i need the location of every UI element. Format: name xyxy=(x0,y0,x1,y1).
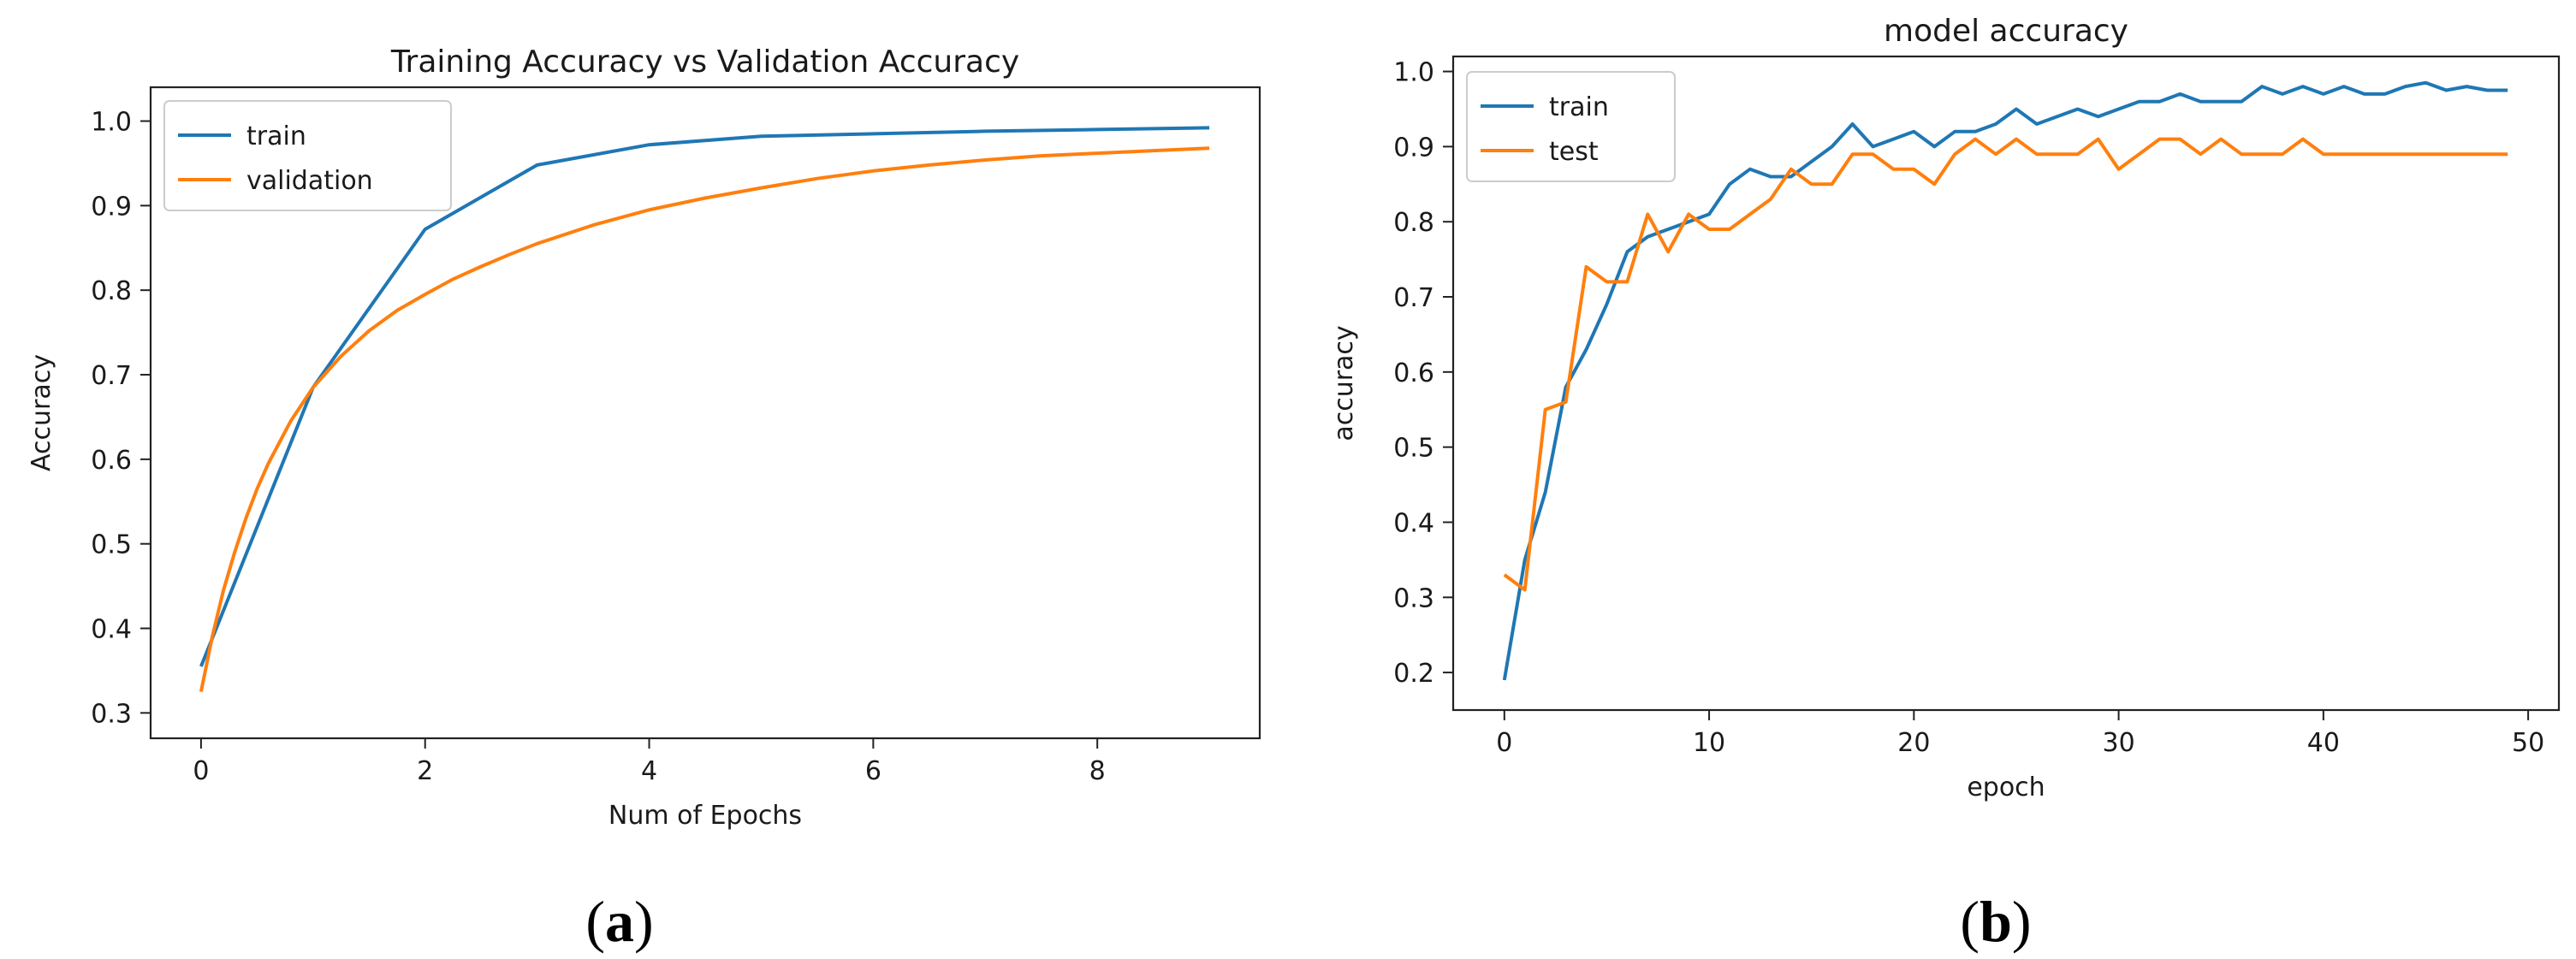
y-tick-label: 0.9 xyxy=(1393,133,1434,163)
y-axis-label: Accuracy xyxy=(27,354,56,471)
x-axis-label: epoch xyxy=(1967,773,2045,802)
legend-label-validation: validation xyxy=(246,166,373,196)
y-tick-label: 0.4 xyxy=(1393,508,1434,538)
y-tick-label: 0.2 xyxy=(1393,659,1434,689)
chart-title: model accuracy xyxy=(1884,14,2128,49)
x-tick-label: 10 xyxy=(1693,728,1725,758)
series-line-train xyxy=(1502,80,2508,681)
y-tick-label: 0.5 xyxy=(1393,434,1434,464)
x-tick-label: 40 xyxy=(2307,728,2340,758)
plot-frame xyxy=(149,86,1261,740)
chart-panel-b: model accuracy 0 10 20 30 40 50 0.2 0.3 0.4 0.5 0.6… xyxy=(1329,14,2561,954)
series-line-train xyxy=(199,126,1210,667)
y-tick-label: 0.5 xyxy=(91,530,132,560)
y-tick-label: 0.9 xyxy=(91,192,132,222)
legend-box xyxy=(1466,71,1676,182)
y-tick-label: 0.8 xyxy=(91,276,132,306)
x-axis-label: Num of Epochs xyxy=(608,801,802,831)
y-tick-label: 1.0 xyxy=(1393,58,1434,88)
x-tick-label: 8 xyxy=(1089,756,1106,786)
legend-box xyxy=(163,100,452,211)
legend-label-train: train xyxy=(246,121,306,151)
plot-frame xyxy=(1451,55,2561,712)
y-tick-label: 1.0 xyxy=(91,108,132,138)
y-tick-label: 0.7 xyxy=(1393,283,1434,313)
legend-label-test: test xyxy=(1549,137,1599,167)
series-line-test xyxy=(1503,137,2508,592)
x-tick-label: 4 xyxy=(641,756,657,786)
x-tick-label: 2 xyxy=(417,756,433,786)
y-tick-label: 0.6 xyxy=(91,446,132,476)
legend-label-train: train xyxy=(1549,92,1609,122)
y-tick-label: 0.7 xyxy=(91,361,132,391)
panel-label: (a) xyxy=(585,889,653,954)
series-line-validation xyxy=(199,146,1210,692)
x-tick-label: 20 xyxy=(1897,728,1930,758)
y-tick-label: 0.3 xyxy=(91,699,132,729)
y-tick-label: 0.3 xyxy=(1393,583,1434,613)
x-tick-label: 30 xyxy=(2102,728,2134,758)
chart-title: Training Accuracy vs Validation Accuracy xyxy=(390,44,1019,80)
y-tick-label: 0.4 xyxy=(91,615,132,645)
x-tick-label: 0 xyxy=(193,756,209,786)
y-axis-label: accuracy xyxy=(1329,325,1359,441)
y-tick-label: 0.8 xyxy=(1393,208,1434,238)
x-tick-label: 0 xyxy=(1496,728,1512,758)
y-tick-label: 0.6 xyxy=(1393,358,1434,388)
x-tick-label: 6 xyxy=(865,756,881,786)
panel-label: (b) xyxy=(1960,889,2031,954)
chart-panel-a: Training Accuracy vs Validation Accuracy… xyxy=(27,44,1261,954)
x-tick-label: 50 xyxy=(2512,728,2544,758)
